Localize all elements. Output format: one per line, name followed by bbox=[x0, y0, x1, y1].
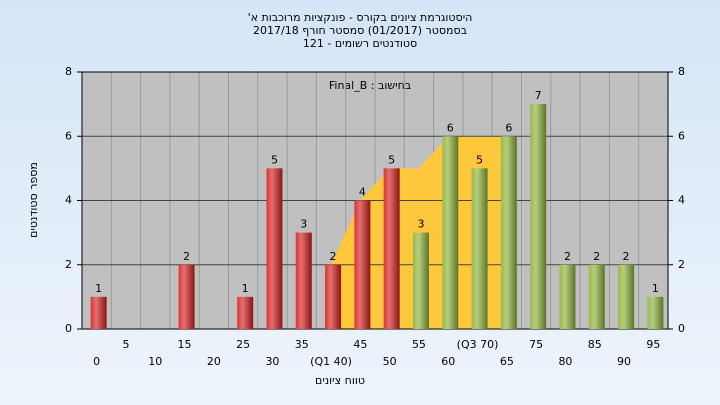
x-tick-label: 5 bbox=[122, 338, 129, 351]
y-tick-label: 6 bbox=[65, 129, 72, 142]
y2-tick-label: 2 bbox=[678, 258, 685, 271]
chart-subtitle: בסמסטר (01/2017) סמסטר חורף 2017/18 bbox=[253, 24, 467, 37]
y-tick-label: 4 bbox=[65, 194, 72, 207]
plot-border bbox=[81, 71, 669, 330]
data-label: 1 bbox=[242, 282, 249, 295]
x-tick-label: 0 bbox=[93, 355, 100, 368]
data-label: 1 bbox=[95, 282, 102, 295]
x-tick-label: 35 bbox=[295, 338, 309, 351]
bar-shade bbox=[618, 264, 635, 329]
x-tick-label: (Q1 40) bbox=[310, 355, 352, 368]
data-label: 2 bbox=[183, 250, 190, 263]
x-tick-label: 10 bbox=[148, 355, 162, 368]
bar-shade bbox=[588, 264, 605, 329]
x-tick-label: 45 bbox=[353, 338, 367, 351]
bar-shade bbox=[500, 136, 517, 329]
x-tick-label: 50 bbox=[383, 355, 397, 368]
data-label: 4 bbox=[359, 186, 366, 199]
x-tick-label: 30 bbox=[265, 355, 279, 368]
x-tick-label: 65 bbox=[500, 355, 514, 368]
bar-shade bbox=[412, 232, 429, 329]
x-tick-label: 55 bbox=[412, 338, 426, 351]
y-tick-label: 2 bbox=[65, 258, 72, 271]
bar-shade bbox=[471, 168, 488, 329]
data-label: 2 bbox=[564, 250, 571, 263]
bar-shade bbox=[237, 296, 254, 329]
data-label: 5 bbox=[476, 153, 483, 166]
y-tick-label: 0 bbox=[65, 322, 72, 335]
x-tick-label: 20 bbox=[207, 355, 221, 368]
bar-shade bbox=[530, 104, 547, 329]
annotation: בחישוב : Final_B bbox=[329, 79, 411, 92]
bar-shade bbox=[295, 232, 312, 329]
bar-shade bbox=[90, 296, 107, 329]
x-tick-label: 75 bbox=[529, 338, 543, 351]
data-label: 7 bbox=[535, 89, 542, 102]
x-tick-label: 80 bbox=[558, 355, 572, 368]
x-axis-label: טווח ציונים bbox=[315, 374, 365, 387]
bar-shade bbox=[559, 264, 576, 329]
data-label: 6 bbox=[505, 121, 512, 134]
y-tick-label: 8 bbox=[65, 65, 72, 78]
x-tick-label: 25 bbox=[236, 338, 250, 351]
chart-subtitle: סטודנטים רשומים - 121 bbox=[303, 37, 417, 50]
bar-shade bbox=[383, 168, 400, 329]
data-label: 2 bbox=[623, 250, 630, 263]
y2-tick-label: 0 bbox=[678, 322, 685, 335]
chart-title: היסטוגרמת ציונים בקורס - פונקציות מרוכבו… bbox=[248, 11, 473, 24]
data-label: 6 bbox=[447, 121, 454, 134]
x-tick-label: 60 bbox=[441, 355, 455, 368]
x-tick-label: (Q3 70) bbox=[457, 338, 499, 351]
bar-shade bbox=[325, 264, 342, 329]
data-label: 3 bbox=[300, 218, 307, 231]
data-label: 3 bbox=[417, 218, 424, 231]
bar-shade bbox=[178, 264, 195, 329]
x-tick-label: 85 bbox=[588, 338, 602, 351]
y2-tick-label: 6 bbox=[678, 129, 685, 142]
x-tick-label: 15 bbox=[178, 338, 192, 351]
bar-shade bbox=[266, 168, 283, 329]
y2-tick-label: 4 bbox=[678, 194, 685, 207]
data-label: 5 bbox=[388, 153, 395, 166]
data-label: 2 bbox=[330, 250, 337, 263]
data-label: 2 bbox=[593, 250, 600, 263]
y-axis-label: מספר סטודנטים bbox=[27, 162, 40, 238]
bar-shade bbox=[647, 296, 664, 329]
y2-tick-label: 8 bbox=[678, 65, 685, 78]
x-tick-label: 95 bbox=[646, 338, 660, 351]
x-tick-label: 90 bbox=[617, 355, 631, 368]
bar-shade bbox=[354, 200, 371, 329]
data-label: 5 bbox=[271, 153, 278, 166]
bar-shade bbox=[442, 136, 459, 329]
data-label: 1 bbox=[652, 282, 659, 295]
